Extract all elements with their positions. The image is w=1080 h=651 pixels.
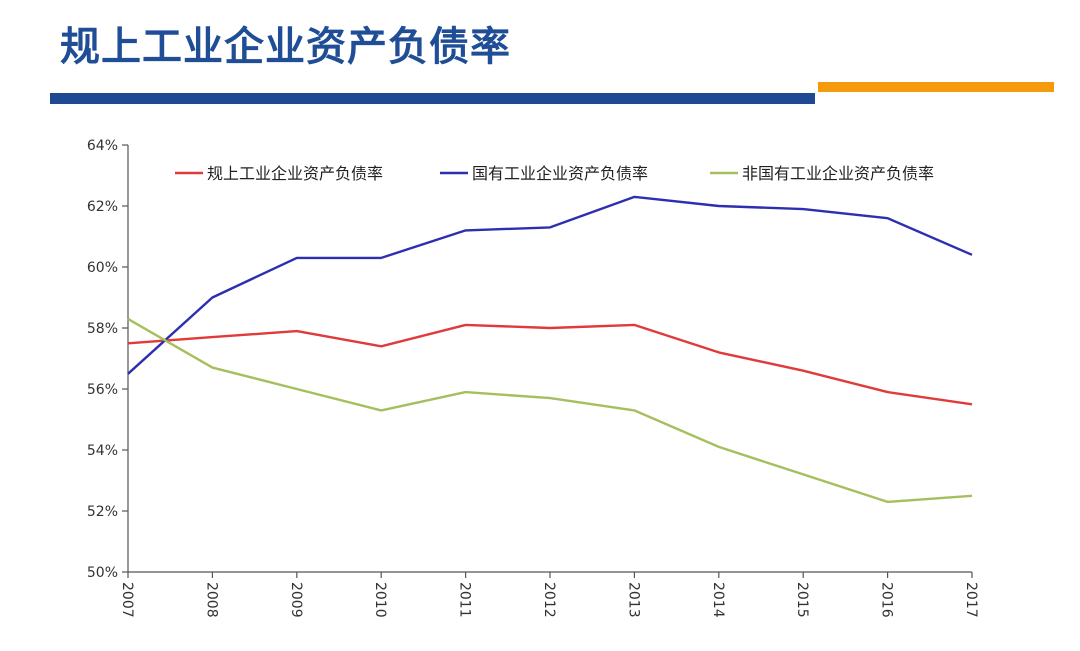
y-tick-label: 56% — [87, 382, 118, 398]
series-line-1 — [127, 323, 973, 406]
x-tick-label: 2009 — [288, 582, 304, 618]
x-tick-label: 2017 — [963, 582, 979, 618]
title-underline-orange — [818, 82, 1054, 92]
x-tick-label: 2014 — [710, 582, 726, 618]
chart-series — [127, 195, 973, 504]
y-tick-label: 58% — [87, 321, 118, 337]
legend-label-2: 国有工业企业资产负债率 — [472, 164, 648, 183]
x-tick-label: 2011 — [457, 582, 473, 618]
legend-label-3: 非国有工业企业资产负债率 — [742, 164, 934, 183]
x-tick-label: 2016 — [879, 582, 895, 618]
x-tick-label: 2013 — [625, 582, 641, 618]
x-tick-label: 2010 — [372, 582, 388, 618]
slide-title: 规上工业企业资产负债率 — [60, 24, 511, 70]
x-tick-label: 2012 — [541, 582, 557, 618]
x-tick-label: 2007 — [119, 582, 135, 618]
chart-axes: 50% 52% 54% 56% 58% 60% 62% 64% 2007 2008 2009 2010… — [87, 138, 979, 618]
legend-label-1: 规上工业企业资产负债率 — [207, 164, 383, 183]
y-tick-label: 50% — [87, 565, 118, 581]
x-tick-label: 2008 — [203, 582, 219, 618]
x-tick-label: 2015 — [794, 582, 810, 618]
y-tick-label: 64% — [87, 138, 118, 154]
y-tick-label: 60% — [87, 260, 118, 276]
y-tick-label: 62% — [87, 199, 118, 215]
series-line-2 — [127, 195, 973, 375]
y-tick-label: 52% — [87, 504, 118, 520]
y-tick-label: 54% — [87, 443, 118, 459]
title-underline-blue — [50, 93, 815, 104]
chart-legend: 规上工业企业资产负债率 国有工业企业资产负债率 非国有工业企业资产负债率 — [175, 164, 934, 183]
series-line-3 — [127, 317, 973, 504]
